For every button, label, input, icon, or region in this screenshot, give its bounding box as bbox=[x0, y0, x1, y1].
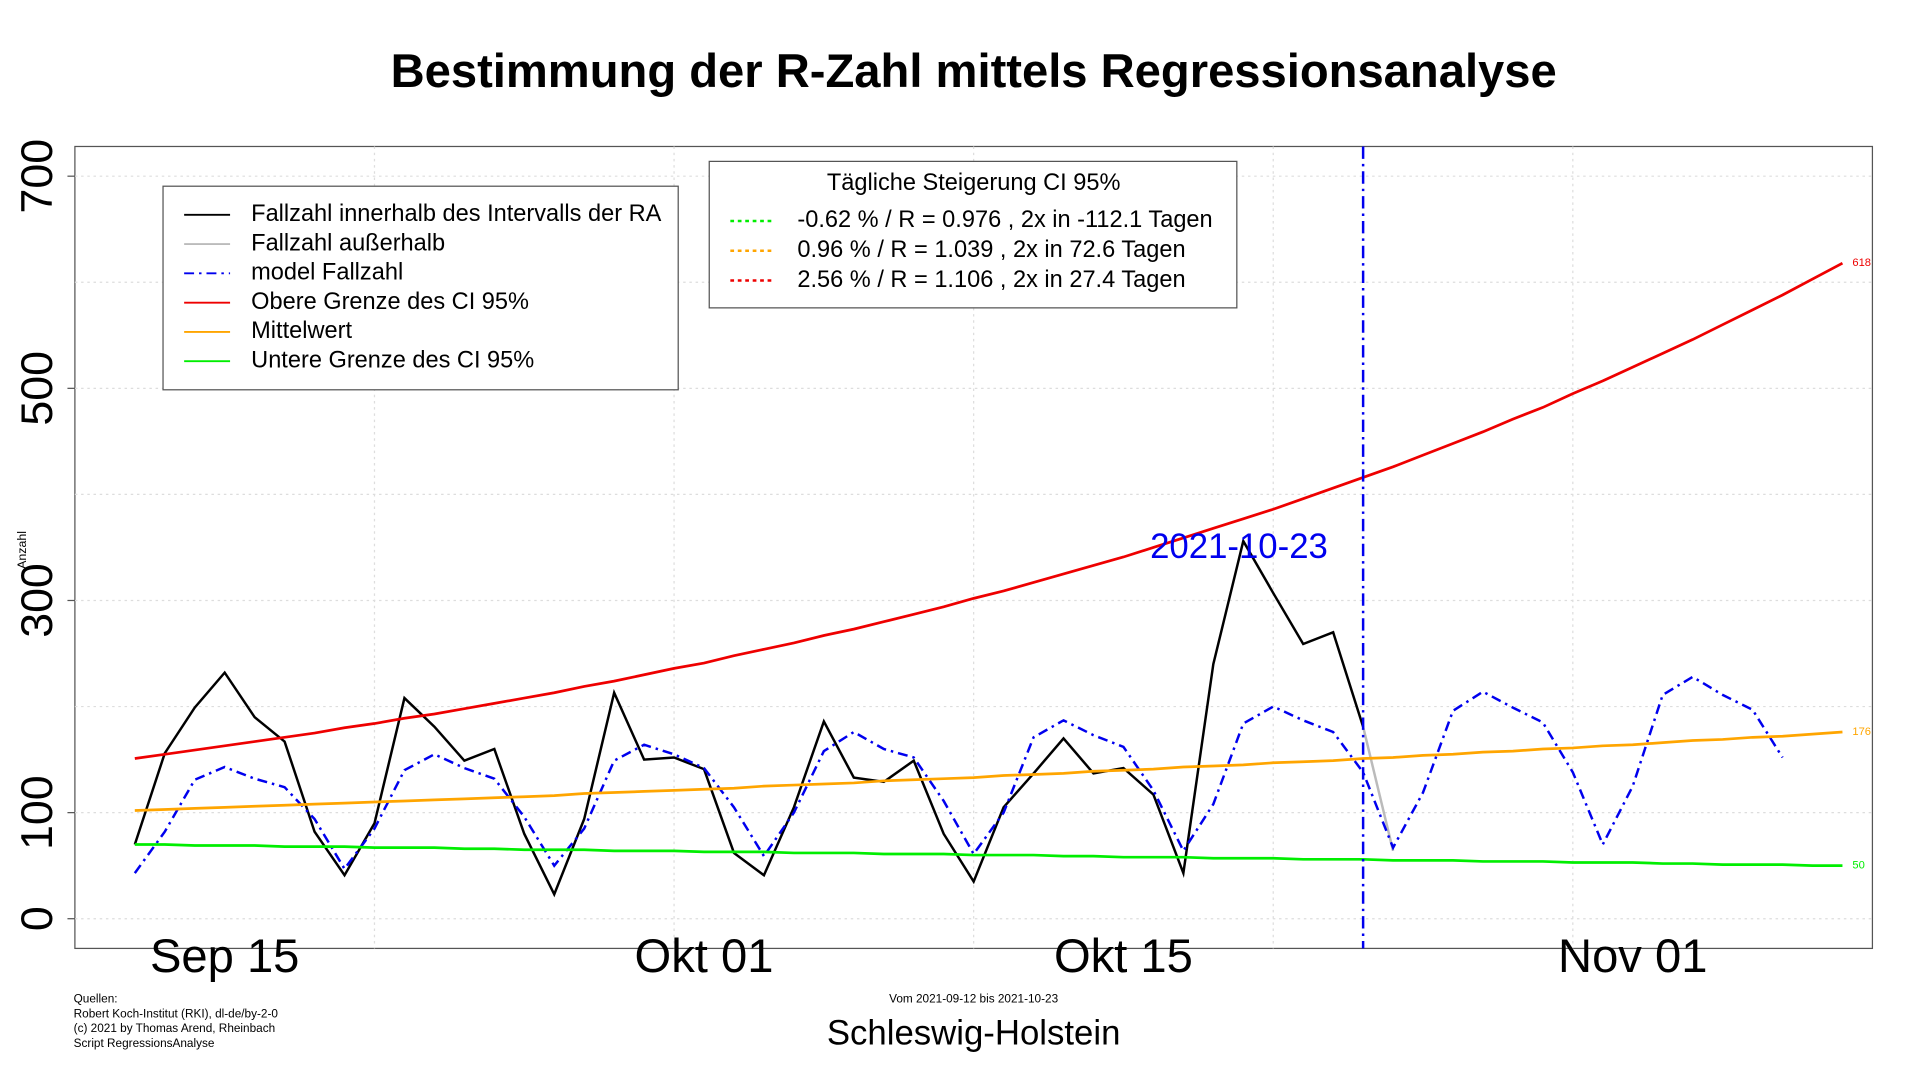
series-line bbox=[133, 537, 1365, 898]
marker-label: 2021-10-23 bbox=[1150, 528, 1328, 566]
legend-label: Fallzahl innerhalb des Intervalls der RA bbox=[251, 200, 661, 226]
end-label: 176 bbox=[1852, 726, 1871, 738]
series-line bbox=[133, 675, 1784, 874]
end-label: 50 bbox=[1852, 860, 1864, 872]
series-line bbox=[134, 730, 1843, 812]
legend-label: 0.96 % / R = 1.039 , 2x in 72.6 Tagen bbox=[797, 236, 1185, 262]
y-tick-label: 100 bbox=[13, 775, 62, 850]
series-line bbox=[134, 261, 1844, 760]
legend-box bbox=[708, 160, 1238, 309]
y-tick-label: 500 bbox=[13, 351, 62, 426]
x-tick-label: Sep 15 bbox=[150, 929, 299, 982]
x-tick-label: Nov 01 bbox=[1558, 929, 1707, 982]
y-tick-label: 300 bbox=[13, 563, 62, 638]
series-line bbox=[134, 843, 1843, 868]
legend-label: Mittelwert bbox=[251, 317, 352, 343]
legend-label: -0.62 % / R = 0.976 , 2x in -112.1 Tagen bbox=[797, 206, 1212, 232]
y-axis-label: Anzahl bbox=[15, 531, 29, 569]
legend-label: 2.56 % / R = 1.106 , 2x in 27.4 Tagen bbox=[797, 266, 1185, 292]
x-tick-label: Okt 01 bbox=[635, 929, 774, 982]
chart-title: Bestimmung der R-Zahl mittels Regression… bbox=[391, 44, 1557, 97]
legend-label: Untere Grenze des CI 95% bbox=[251, 346, 534, 372]
source-line: (c) 2021 by Thomas Arend, Rheinbach bbox=[74, 1022, 276, 1035]
legend-box bbox=[162, 185, 679, 391]
legend-label: Obere Grenze des CI 95% bbox=[251, 288, 529, 314]
legend-label: Fallzahl außerhalb bbox=[251, 229, 445, 255]
x-tick-label: Okt 15 bbox=[1054, 929, 1193, 982]
y-tick-label: 0 bbox=[13, 906, 62, 931]
series-line bbox=[1361, 726, 1395, 852]
end-label: 618 bbox=[1852, 257, 1871, 269]
source-line: Script RegressionsAnalyse bbox=[74, 1037, 215, 1050]
period: Vom 2021-09-12 bis 2021-10-23 bbox=[889, 992, 1058, 1005]
legend-label: model Fallzahl bbox=[251, 259, 403, 285]
source-line: Robert Koch-Institut (RKI), dl-de/by-2-0 bbox=[74, 1007, 279, 1020]
y-tick-label: 700 bbox=[13, 139, 62, 214]
source-line: Quellen: bbox=[74, 992, 118, 1005]
legend-title: Tägliche Steigerung CI 95% bbox=[827, 169, 1121, 195]
subtitle: Schleswig-Holstein bbox=[827, 1014, 1121, 1052]
